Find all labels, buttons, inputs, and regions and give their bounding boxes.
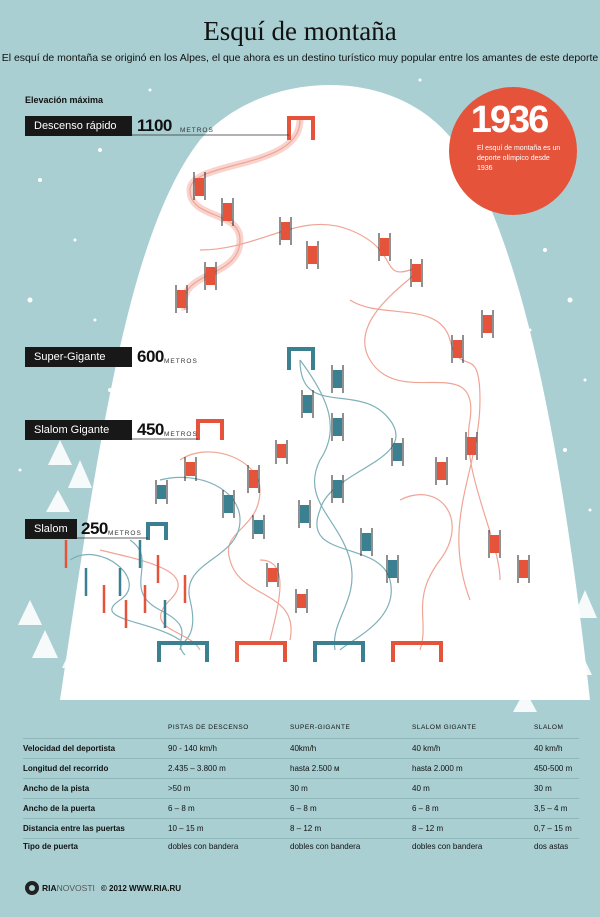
table-header-empty: [23, 716, 168, 739]
logo-ria-text: RIA: [42, 883, 57, 893]
discipline-value-slalom: 250: [81, 519, 108, 538]
table-cell: 40 m: [412, 778, 534, 799]
table-cell: 90 - 140 km/h: [168, 738, 290, 759]
table-cell: hasta 2.000 m: [412, 758, 534, 779]
row-label: Ancho de la puerta: [23, 798, 168, 819]
discipline-label-slalom: Slalom: [25, 519, 77, 539]
table-cell: 10 – 15 m: [168, 818, 290, 839]
column-header-descent: PISTAS DE DESCENSO: [168, 723, 249, 731]
discipline-value-descent: 1100: [137, 116, 172, 135]
descent-gates: [177, 178, 528, 608]
column-header-slalom: SLALOM: [534, 723, 564, 731]
page-subtitle: El esquí de montaña se originó en los Al…: [1, 52, 599, 64]
table-cell: 30 m: [534, 778, 579, 799]
footer: RIANOVOSTI © 2012 WWW.RIA.RU: [25, 880, 181, 896]
trees: [18, 440, 597, 712]
table-cell: 2.435 – 3.800 m: [168, 758, 290, 779]
discipline-label-supergiant: Super-Gigante: [25, 347, 132, 367]
table-cell: 3,5 – 4 m: [534, 798, 579, 819]
table-cell: dobles con bandera: [290, 838, 412, 872]
table-cell: dos astas: [534, 838, 579, 872]
gate-posts: [155, 172, 530, 613]
mountain-shape: [60, 85, 590, 700]
slalom-poles: [64, 540, 187, 628]
elevation-heading: Elevación máxima: [25, 95, 104, 105]
logo-novosti-text: NOVOSTI: [56, 883, 95, 893]
table-cell: 6 – 8 m: [412, 798, 534, 819]
row-label: Tipo de puerta: [23, 838, 168, 872]
table-cell: 0,7 – 15 m: [534, 818, 579, 839]
comparison-table: PISTAS DE DESCENSO SUPER-GIGANTE SLALOM …: [23, 716, 579, 872]
table-header-row: PISTAS DE DESCENSO SUPER-GIGANTE SLALOM …: [23, 716, 579, 739]
table-cell: 40 km/h: [412, 738, 534, 759]
table-cell: dobles con bandera: [168, 838, 290, 872]
discipline-label-giant-slalom: Slalom Gigante: [25, 420, 132, 440]
copyright-link[interactable]: © 2012 WWW.RIA.RU: [100, 883, 182, 893]
table-row: Tipo de puerta dobles con bandera dobles…: [23, 838, 579, 872]
table-cell: dobles con bandera: [412, 838, 534, 872]
table-cell: 8 – 12 m: [412, 818, 534, 839]
discipline-label-descent: Descenso rápido: [25, 116, 132, 136]
supergiant-gates: [157, 370, 402, 578]
discipline-value-giant-slalom: 450: [137, 420, 164, 439]
table-row: Distancia entre las puertas 10 – 15 m 8 …: [23, 818, 579, 839]
discipline-value-supergiant: 600: [137, 347, 164, 366]
column-header-supergiant: SUPER-GIGANTE: [290, 723, 351, 731]
table-cell: 6 – 8 m: [290, 798, 412, 819]
row-label: Distancia entre las puertas: [23, 818, 168, 839]
table-cell: 6 – 8 m: [168, 798, 290, 819]
table-cell: hasta 2.500 м: [290, 758, 412, 779]
table-row: Longitud del recorrido 2.435 – 3.800 m h…: [23, 758, 579, 779]
row-label: Velocidad del deportista: [23, 738, 168, 759]
unit-label: METROS: [108, 530, 142, 537]
table-cell: >50 m: [168, 778, 290, 799]
row-label: Ancho de la pista: [23, 778, 168, 799]
badge-note: El esquí de montaña es un deporte olímpi…: [477, 145, 561, 172]
badge-year: 1936: [470, 99, 550, 141]
table-row: Velocidad del deportista 90 - 140 km/h 4…: [23, 738, 579, 759]
table-cell: 40km/h: [290, 738, 412, 759]
start-gates: [146, 116, 315, 540]
table-row: Ancho de la puerta 6 – 8 m 6 – 8 m 6 – 8…: [23, 798, 579, 819]
finish-gates: [157, 641, 443, 662]
unit-label: METROS: [164, 358, 198, 365]
column-header-giant-slalom: SLALOM GIGANTE: [412, 723, 477, 731]
page-title: Esquí de montaña: [203, 16, 397, 46]
olympic-year-badge: 1936 El esquí de montaña es un deporte o…: [449, 87, 577, 215]
table-row: Ancho de la pista >50 m 30 m 40 m 30 m: [23, 778, 579, 799]
table-cell: 30 m: [290, 778, 412, 799]
unit-label: METROS: [164, 431, 198, 438]
table-cell: 450-500 m: [534, 758, 579, 779]
table-cell: 8 – 12 m: [290, 818, 412, 839]
ria-logo-icon: [25, 881, 39, 895]
unit-label: METROS: [180, 127, 214, 134]
ria-logo[interactable]: RIANOVOSTI: [42, 883, 95, 893]
table-cell: 40 km/h: [534, 738, 579, 759]
row-label: Longitud del recorrido: [23, 758, 168, 779]
